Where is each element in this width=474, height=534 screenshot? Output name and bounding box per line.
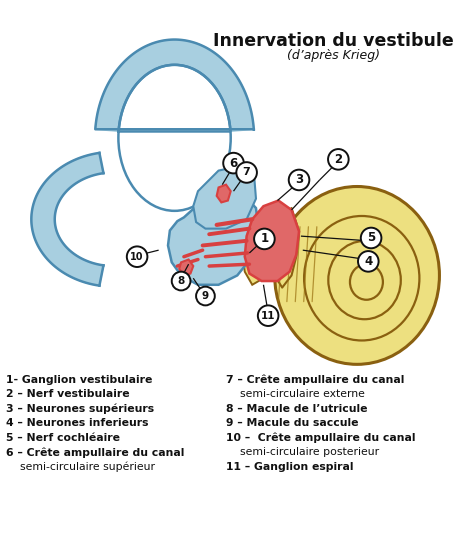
Text: 3: 3 [295, 174, 303, 186]
Text: 1: 1 [260, 232, 268, 246]
Circle shape [361, 227, 382, 248]
Circle shape [196, 287, 215, 305]
Polygon shape [179, 260, 193, 276]
Text: 11 – Ganglion espiral: 11 – Ganglion espiral [226, 462, 354, 472]
Text: 4: 4 [364, 255, 373, 268]
Text: 10 –  Crête ampullaire du canal: 10 – Crête ampullaire du canal [226, 433, 416, 443]
Polygon shape [217, 185, 231, 202]
Text: semi-circulaire supérieur: semi-circulaire supérieur [6, 462, 155, 472]
Text: 9: 9 [202, 291, 209, 301]
Circle shape [172, 272, 191, 290]
Text: 9 – Macule du saccule: 9 – Macule du saccule [226, 418, 358, 428]
Circle shape [358, 251, 379, 272]
Text: 3 – Neurones supérieurs: 3 – Neurones supérieurs [6, 404, 154, 414]
Text: 8: 8 [177, 276, 185, 286]
Text: semi-circulaire externe: semi-circulaire externe [226, 389, 365, 399]
Polygon shape [193, 166, 256, 229]
Polygon shape [168, 191, 259, 285]
Circle shape [289, 170, 310, 190]
Polygon shape [95, 40, 254, 131]
Text: 11: 11 [261, 311, 275, 321]
Text: 1- Ganglion vestibulaire: 1- Ganglion vestibulaire [6, 375, 153, 384]
Circle shape [237, 162, 257, 183]
Polygon shape [243, 234, 277, 285]
Polygon shape [31, 153, 103, 286]
Text: Innervation du vestibule: Innervation du vestibule [213, 32, 454, 50]
Text: (d’après Krieg): (d’après Krieg) [287, 49, 380, 62]
Text: 6 – Crête ampullaire du canal: 6 – Crête ampullaire du canal [6, 447, 184, 458]
Circle shape [254, 229, 275, 249]
Circle shape [258, 305, 278, 326]
Polygon shape [273, 208, 299, 288]
Text: semi-circulaire posterieur: semi-circulaire posterieur [226, 447, 379, 457]
Text: 5 – Nerf cochléaire: 5 – Nerf cochléaire [6, 433, 120, 443]
Text: 2: 2 [334, 153, 342, 166]
Text: 10: 10 [130, 252, 144, 262]
Ellipse shape [118, 65, 231, 211]
Polygon shape [245, 201, 299, 281]
Text: 6: 6 [229, 156, 237, 170]
Circle shape [328, 149, 349, 170]
Circle shape [127, 246, 147, 267]
Text: 4 – Neurones inferieurs: 4 – Neurones inferieurs [6, 418, 148, 428]
Text: 7: 7 [243, 168, 250, 177]
Text: 5: 5 [367, 231, 375, 245]
Text: 7 – Crête ampullaire du canal: 7 – Crête ampullaire du canal [226, 375, 404, 385]
Text: 2 – Nerf vestibulaire: 2 – Nerf vestibulaire [6, 389, 130, 399]
Text: 8 – Macule de l’utricule: 8 – Macule de l’utricule [226, 404, 367, 414]
Circle shape [223, 153, 244, 174]
Ellipse shape [275, 186, 439, 364]
